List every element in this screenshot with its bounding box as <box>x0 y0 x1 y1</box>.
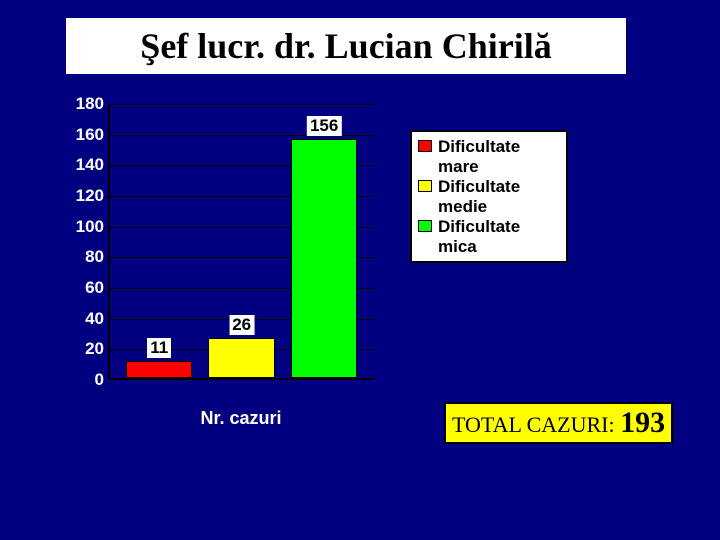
legend-swatch <box>418 140 432 152</box>
y-tick-label: 80 <box>85 247 110 267</box>
y-tick-label: 60 <box>85 278 110 298</box>
x-axis-label: Nr. cazuri <box>200 408 281 429</box>
y-tick-label: 180 <box>76 94 110 114</box>
bar-value-label: 26 <box>229 315 254 335</box>
legend-swatch <box>418 220 432 232</box>
chart-legend: Dificultate mareDificultate medieDificul… <box>410 130 568 263</box>
chart-gridline <box>110 104 374 105</box>
total-cases-value: 193 <box>620 406 665 439</box>
bar-value-label: 11 <box>147 338 171 358</box>
legend-item: Dificultate medie <box>418 177 558 216</box>
chart-bar <box>208 338 275 378</box>
chart-bar <box>291 139 358 378</box>
y-tick-label: 100 <box>76 217 110 237</box>
y-tick-label: 0 <box>95 370 110 390</box>
legend-label: Dificultate mica <box>438 217 558 256</box>
slide-background: Şef lucr. dr. Lucian Chirilă 0 20 40 60 80 100… <box>0 0 720 540</box>
total-cases-box: TOTAL CAZURI: 193 <box>444 402 673 444</box>
y-tick-label: 120 <box>76 186 110 206</box>
legend-item: Dificultate mica <box>418 217 558 256</box>
legend-item: Dificultate mare <box>418 137 558 176</box>
legend-label: Dificultate medie <box>438 177 558 216</box>
y-tick-label: 40 <box>85 309 110 329</box>
y-tick-label: 20 <box>85 339 110 359</box>
bar-value-label: 156 <box>307 116 341 136</box>
total-cases-label: TOTAL CAZURI: <box>452 412 620 437</box>
legend-label: Dificultate mare <box>438 137 558 176</box>
y-tick-label: 140 <box>76 155 110 175</box>
chart-bar <box>126 361 193 378</box>
slide-title: Şef lucr. dr. Lucian Chirilă <box>66 18 626 74</box>
legend-swatch <box>418 180 432 192</box>
y-tick-label: 160 <box>76 125 110 145</box>
chart-plot-area: 0204060801001201401601801126156 <box>108 104 374 380</box>
